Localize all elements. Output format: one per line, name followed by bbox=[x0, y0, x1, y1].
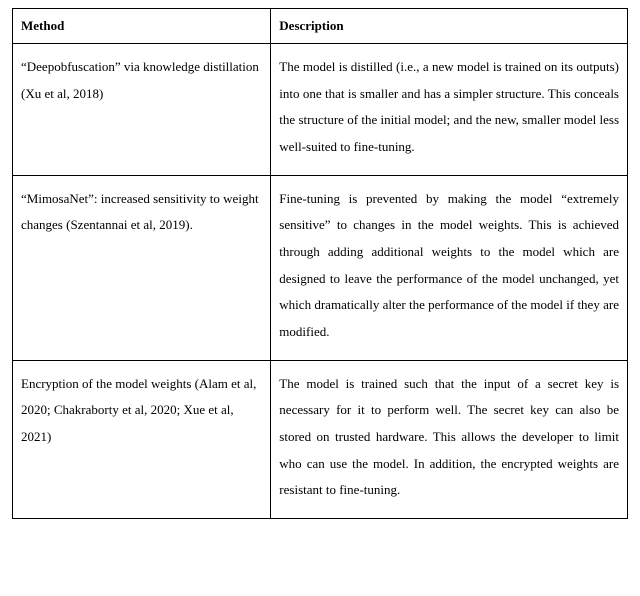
table-row: “Deepobfuscation” via knowledge distilla… bbox=[13, 44, 628, 176]
cell-description: The model is distilled (i.e., a new mode… bbox=[271, 44, 628, 176]
table-header-row: Method Description bbox=[13, 9, 628, 44]
page: Method Description “Deepobfuscation” via… bbox=[0, 0, 640, 596]
cell-method: “Deepobfuscation” via knowledge distilla… bbox=[13, 44, 271, 176]
methods-table: Method Description “Deepobfuscation” via… bbox=[12, 8, 628, 519]
table-row: “MimosaNet”: increased sensitivity to we… bbox=[13, 175, 628, 360]
cell-description: Fine-tuning is prevented by making the m… bbox=[271, 175, 628, 360]
cell-description: The model is trained such that the input… bbox=[271, 360, 628, 518]
cell-method: “MimosaNet”: increased sensitivity to we… bbox=[13, 175, 271, 360]
header-method: Method bbox=[13, 9, 271, 44]
header-description: Description bbox=[271, 9, 628, 44]
table-row: Encryption of the model weights (Alam et… bbox=[13, 360, 628, 518]
cell-method: Encryption of the model weights (Alam et… bbox=[13, 360, 271, 518]
